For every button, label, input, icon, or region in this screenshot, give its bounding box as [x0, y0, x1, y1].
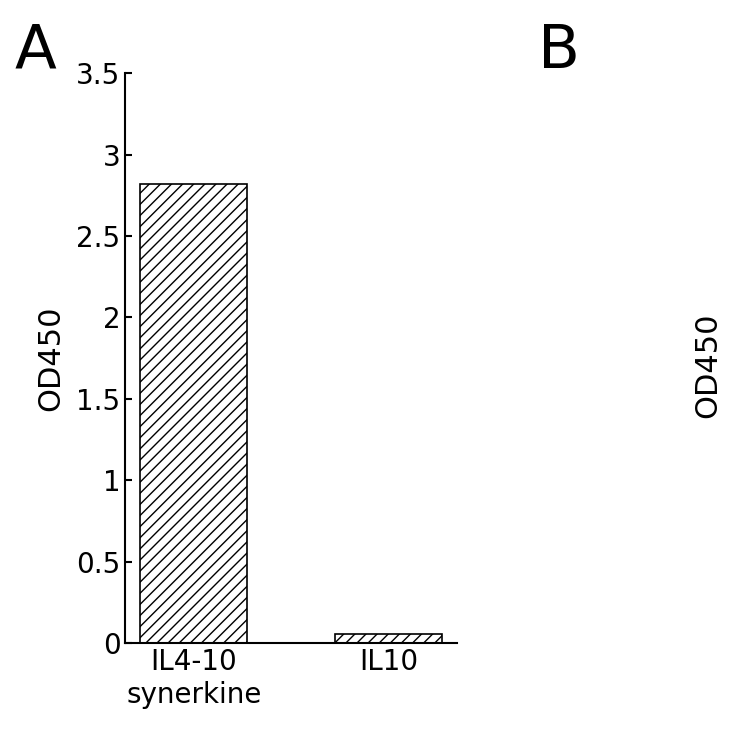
Text: OD450: OD450	[694, 313, 722, 418]
Y-axis label: OD450: OD450	[36, 306, 65, 411]
Bar	[335, 634, 442, 643]
Text: B: B	[538, 22, 580, 81]
Bar	[140, 184, 248, 643]
Text: A: A	[15, 22, 57, 81]
